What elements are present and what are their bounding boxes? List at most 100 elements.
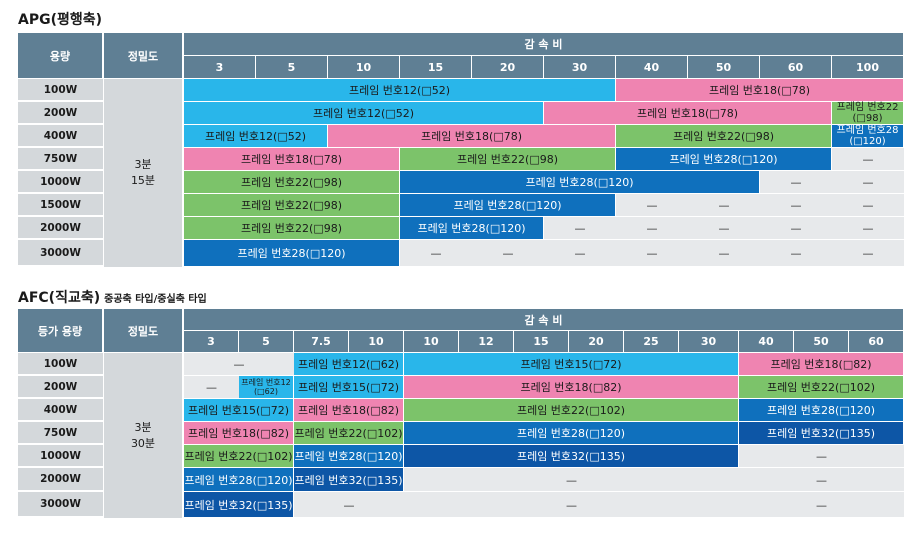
afc-row-header: 3000W (18, 492, 104, 518)
afc-dash-cell: — (343, 498, 355, 512)
afc-frame-segment: 프레임 번호15(□72) (184, 399, 294, 422)
apg-frame-segment: 프레임 번호22(□98) (184, 217, 400, 240)
apg-dash-cell: — (790, 199, 802, 212)
afc-table: 등가 용량 정밀도 감 속 비 3 5 7.5 10 10 12 15 20 25 30 40 50 60 10… (18, 309, 904, 518)
afc-accuracy-value: 3분 (134, 420, 152, 434)
apg-frame-segment: 프레임 번호18(□78) (544, 102, 832, 125)
afc-frame-segment: 프레임 번호28(□120) (739, 399, 904, 422)
apg-frame-segment: 프레임 번호28(□120) (616, 148, 832, 171)
segment-label-line: (□120) (849, 136, 886, 147)
afc-ratio-col-header: 20 (569, 331, 624, 353)
afc-ratio-col-header: 3 (184, 331, 239, 353)
apg-dash-cell: — (862, 222, 874, 235)
afc-ratio-col-header: 7.5 (294, 331, 349, 353)
apg-row-header: 3000W (18, 240, 104, 267)
apg-dash-cell: — (718, 247, 730, 260)
apg-accuracy-value: 3분 (134, 158, 152, 171)
afc-frame-segment: 프레임 번호28(□120) (184, 468, 294, 492)
segment-label-line: (□62) (254, 387, 278, 396)
afc-title: AFC(직교축) 중공축 타입/중실축 타입 (18, 287, 207, 307)
afc-frame-segment: 프레임 번호28(□120) (404, 422, 739, 445)
apg-header-accuracy: 정밀도 (104, 33, 184, 79)
apg-ratio-col-header: 50 (688, 56, 760, 79)
apg-dash-cell: — (646, 222, 658, 235)
apg-frame-segment: 프레임 번호28(□120) (400, 171, 760, 194)
afc-dash-cell: — (566, 473, 577, 487)
afc-row-header: 200W (18, 376, 104, 399)
afc-title-text: AFC(직교축) (18, 290, 101, 306)
afc-frame-segment: 프레임 번호12(□62) (294, 353, 404, 376)
apg-ratio-col-header: 40 (616, 56, 688, 79)
afc-frame-segment: 프레임 번호18(□82) (184, 422, 294, 445)
afc-dash-cell: — (233, 358, 245, 371)
apg-frame-segment: 프레임 번호22(□98) (184, 171, 400, 194)
afc-frame-segment: 프레임 번호22(□102) (294, 422, 404, 445)
afc-header-ratio-title: 감 속 비 (184, 309, 904, 331)
segment-label-line: 프레임 번호22 (836, 102, 899, 113)
apg-frame-segment: 프레임 번호18(□78) (616, 79, 904, 102)
afc-row-header: 2000W (18, 468, 104, 492)
afc-frame-segment: 프레임 번호22(□102) (184, 445, 294, 468)
afc-header-capacity: 등가 용량 (18, 309, 104, 353)
afc-ratio-col-header: 40 (739, 331, 794, 353)
apg-frame-segment: 프레임 번호22(□98) (832, 102, 904, 125)
afc-row-header: 400W (18, 399, 104, 422)
apg-row-header: 2000W (18, 217, 104, 240)
apg-row-header: 100W (18, 79, 104, 102)
apg-frame-segment: 프레임 번호28(□120) (400, 194, 616, 217)
apg-row-header: 200W (18, 102, 104, 125)
apg-dash-cell: — (574, 222, 586, 235)
apg-dash-cell: — (718, 199, 730, 212)
apg-ratio-col-header: 100 (832, 56, 904, 79)
apg-title: APG(평행축) (18, 9, 102, 29)
apg-dash-cell: — (790, 247, 802, 260)
apg-ratio-col-header: 20 (472, 56, 544, 79)
apg-ratio-col-header: 15 (400, 56, 472, 79)
segment-label-line: (□98) (852, 113, 883, 124)
afc-ratio-col-header: 15 (514, 331, 569, 353)
afc-dash-cell: — (816, 450, 827, 463)
apg-dash-cell: — (790, 222, 802, 235)
apg-frame-segment: 프레임 번호12(□52) (184, 79, 616, 102)
afc-frame-segment: 프레임 번호32(□135) (294, 468, 404, 492)
apg-dash-cell: — (646, 247, 658, 260)
apg-ratio-col-header: 3 (184, 56, 256, 79)
apg-dash-cell: — (862, 199, 874, 212)
afc-frame-segment: 프레임 번호32(□135) (739, 422, 904, 445)
apg-ratio-col-header: 5 (256, 56, 328, 79)
apg-frame-segment: 프레임 번호28(□120) (832, 125, 904, 148)
apg-frame-segment: 프레임 번호12(□52) (184, 102, 544, 125)
apg-dash-cell: — (430, 247, 442, 260)
apg-frame-segment: 프레임 번호18(□78) (184, 148, 400, 171)
apg-frame-segment: 프레임 번호22(□98) (400, 148, 616, 171)
apg-ratio-col-header: 10 (328, 56, 400, 79)
apg-frame-segment: 프레임 번호28(□120) (400, 217, 544, 240)
afc-ratio-col-header: 10 (404, 331, 459, 353)
afc-header-accuracy: 정밀도 (104, 309, 184, 353)
apg-table: 용량 정밀도 감 속 비 3 5 10 15 20 30 40 50 60 100 100W 200W 400… (18, 33, 904, 267)
afc-frame-segment: 프레임 번호18(□82) (404, 376, 739, 399)
afc-ratio-col-header: 50 (794, 331, 849, 353)
apg-dash-cell: — (502, 247, 514, 260)
afc-ratio-col-header: 10 (349, 331, 404, 353)
apg-frame-segment: 프레임 번호28(□120) (184, 240, 400, 267)
afc-accuracy-value: 30분 (130, 436, 156, 450)
afc-row-header: 100W (18, 353, 104, 376)
afc-dash-cell: — (206, 381, 217, 394)
apg-dash-cell: — (862, 176, 874, 189)
afc-frame-segment: 프레임 번호32(□135) (404, 445, 739, 468)
afc-ratio-col-header: 60 (849, 331, 904, 353)
afc-frame-segment: 프레임 번호28(□120) (294, 445, 404, 468)
afc-frame-segment: 프레임 번호32(□135) (184, 492, 294, 518)
apg-dash-cell: — (718, 222, 730, 235)
afc-frame-segment: 프레임 번호22(□102) (404, 399, 739, 422)
apg-header-ratio-title: 감 속 비 (184, 33, 904, 56)
afc-row-header: 750W (18, 422, 104, 445)
apg-frame-segment: 프레임 번호18(□78) (328, 125, 616, 148)
apg-row-header: 750W (18, 148, 104, 171)
afc-row-header: 1000W (18, 445, 104, 468)
afc-frame-segment: 프레임 번호18(□82) (294, 399, 404, 422)
afc-ratio-col-header: 5 (239, 331, 294, 353)
afc-frame-segment: 프레임 번호12(□62) (239, 376, 294, 399)
apg-frame-segment: 프레임 번호22(□98) (184, 194, 400, 217)
